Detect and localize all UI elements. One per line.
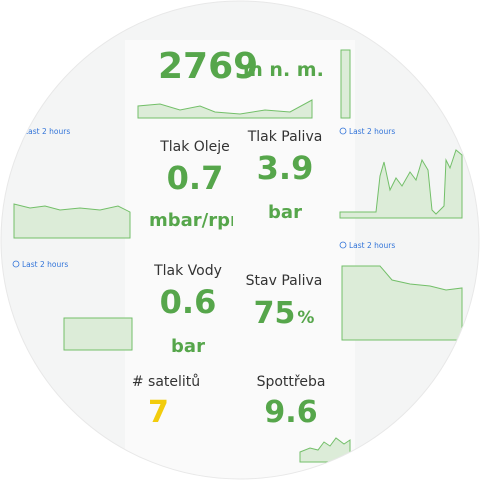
sparkline (339, 149, 463, 219)
stat: 75% (254, 296, 315, 331)
stat-value: 0.7 (167, 159, 224, 197)
stat-value: 9.6 (264, 395, 317, 430)
stat-value: 75 (254, 296, 296, 331)
stat-value: 7 (148, 395, 169, 430)
sparkline (340, 49, 351, 119)
unit-clip: mbar/rpm (149, 210, 249, 231)
stat-unit: bar (171, 336, 205, 357)
sparkline (137, 99, 313, 119)
panel-title: Tlak Vody (153, 263, 222, 279)
panel-title: Stav Paliva (246, 273, 323, 289)
time-range: Last 2 hours (22, 260, 68, 269)
sparkline (299, 437, 351, 463)
stat-value: 0.6 (160, 283, 217, 321)
panel-title: # satelitů (132, 374, 200, 390)
panel-title: Tlak Oleje (159, 139, 230, 155)
time-range: Last 2 hours (349, 127, 395, 136)
sparkline (341, 265, 463, 341)
time-range: Last 2 hours (349, 241, 395, 250)
stat-unit: % (297, 308, 314, 328)
stat-unit: m n. m. (243, 59, 324, 81)
sparkline (13, 203, 131, 239)
stat-unit: mbar/rpm (149, 210, 249, 231)
time-range: Last 2 hours (24, 127, 70, 136)
panel-title: Tlak Paliva (247, 129, 323, 145)
stat-value: 2769 (158, 46, 258, 87)
sparkline (63, 317, 133, 351)
stat-value: 3.9 (257, 149, 314, 187)
panel-title: Spottřeba (257, 374, 326, 390)
stat-unit: bar (268, 202, 302, 223)
